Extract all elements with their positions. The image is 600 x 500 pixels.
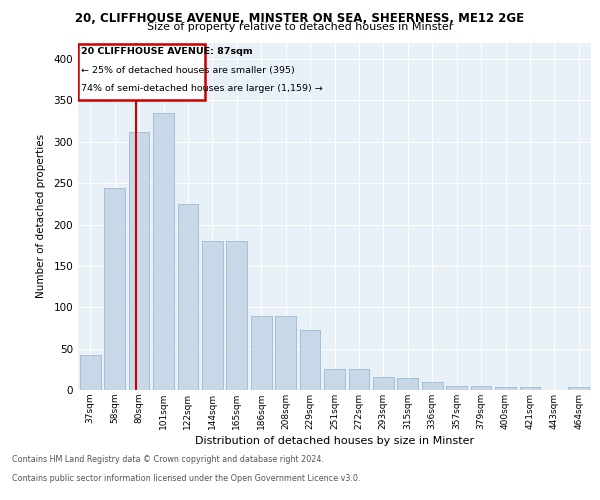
Text: Contains public sector information licensed under the Open Government Licence v3: Contains public sector information licen… (12, 474, 361, 483)
Y-axis label: Number of detached properties: Number of detached properties (37, 134, 46, 298)
Bar (520, 386, 541, 390)
Bar (275, 316, 296, 390)
Text: 20, CLIFFHOUSE AVENUE, MINSTER ON SEA, SHEERNESS, ME12 2GE: 20, CLIFFHOUSE AVENUE, MINSTER ON SEA, S… (76, 12, 524, 24)
Text: 20 CLIFFHOUSE AVENUE: 87sqm: 20 CLIFFHOUSE AVENUE: 87sqm (81, 48, 253, 56)
Bar (251, 316, 272, 390)
Bar (495, 386, 516, 390)
Text: Size of property relative to detached houses in Minster: Size of property relative to detached ho… (147, 22, 453, 32)
Bar (373, 377, 394, 390)
Bar (153, 113, 174, 390)
Bar (226, 241, 247, 390)
Bar (80, 355, 101, 390)
Bar (470, 386, 491, 390)
Bar (349, 370, 370, 390)
Bar (178, 204, 199, 390)
Bar (422, 382, 443, 390)
Bar (251, 316, 272, 390)
Bar (324, 370, 345, 390)
Bar (446, 386, 467, 390)
Bar (568, 386, 589, 390)
Bar (78, 44, 205, 100)
Bar (470, 386, 491, 390)
Text: Contains HM Land Registry data © Crown copyright and database right 2024.: Contains HM Land Registry data © Crown c… (12, 456, 324, 464)
Bar (275, 316, 296, 390)
Bar (568, 386, 589, 390)
Bar (104, 188, 125, 390)
Bar (324, 370, 345, 390)
Bar (153, 113, 174, 390)
Text: ← 25% of detached houses are smaller (395): ← 25% of detached houses are smaller (39… (81, 66, 295, 74)
Bar (299, 330, 320, 390)
Bar (495, 386, 516, 390)
Bar (446, 386, 467, 390)
Bar (178, 204, 199, 390)
Bar (422, 382, 443, 390)
Bar (299, 330, 320, 390)
Bar (349, 370, 370, 390)
Bar (226, 241, 247, 390)
Bar (202, 241, 223, 390)
Bar (397, 378, 418, 390)
Bar (397, 378, 418, 390)
X-axis label: Distribution of detached houses by size in Minster: Distribution of detached houses by size … (195, 436, 474, 446)
Bar (520, 386, 541, 390)
Bar (80, 355, 101, 390)
Text: 74% of semi-detached houses are larger (1,159) →: 74% of semi-detached houses are larger (… (81, 84, 323, 93)
Bar (128, 132, 149, 390)
Bar (202, 241, 223, 390)
Bar (373, 377, 394, 390)
Bar (128, 132, 149, 390)
Bar (104, 188, 125, 390)
